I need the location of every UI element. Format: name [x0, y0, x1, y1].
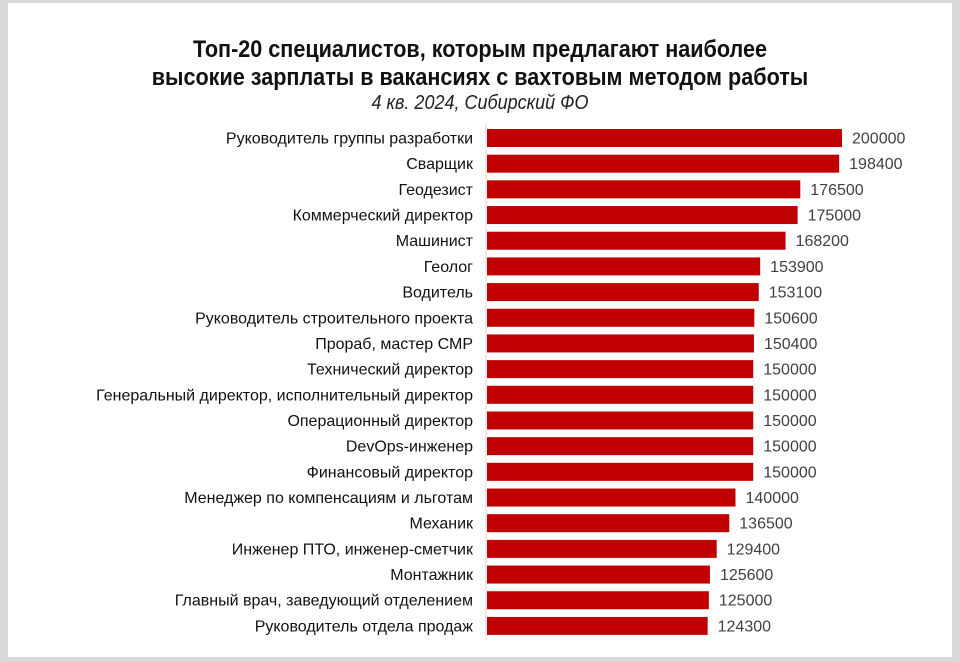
category-label: Водитель — [402, 285, 473, 302]
bar — [487, 308, 755, 327]
bar — [487, 129, 842, 147]
bar — [487, 283, 759, 302]
bar — [487, 616, 708, 635]
bar — [487, 385, 754, 404]
value-label: 150000 — [763, 464, 816, 481]
bar — [487, 437, 754, 456]
value-label: 200000 — [852, 131, 905, 148]
bar — [487, 591, 709, 610]
bar — [487, 488, 736, 507]
value-label: 176500 — [810, 182, 863, 199]
category-label: Руководитель отдела продаж — [255, 618, 474, 635]
value-label: 124300 — [718, 618, 771, 635]
value-label: 129400 — [727, 541, 780, 558]
bar — [487, 334, 754, 353]
bar — [487, 257, 761, 276]
category-label: Менеджер по компенсациям и льготам — [184, 490, 473, 507]
value-label: 150000 — [763, 362, 816, 379]
bar — [487, 514, 730, 533]
value-label: 150000 — [763, 413, 816, 430]
category-label: Финансовый директор — [307, 464, 473, 481]
category-label: Руководитель группы разработки — [226, 131, 473, 148]
value-label: 150000 — [763, 439, 816, 456]
value-label: 125600 — [720, 567, 773, 584]
value-label: 153900 — [770, 259, 823, 276]
bar — [487, 154, 840, 173]
value-label: 150600 — [764, 310, 817, 327]
category-label: Главный врач, заведующий отделением — [175, 593, 473, 610]
chart-frame — [8, 3, 952, 657]
category-label: Геолог — [424, 259, 473, 276]
value-label: 175000 — [808, 208, 861, 225]
bar — [487, 360, 754, 379]
category-label: Генеральный директор, исполнительный дир… — [96, 387, 473, 404]
category-label: Сварщик — [406, 156, 474, 173]
category-label: Машинист — [396, 233, 474, 250]
bar — [487, 180, 801, 199]
chart-title-line-1: Топ-20 специалистов, которым предлагают … — [192, 36, 768, 63]
category-label: Операционный директор — [287, 413, 473, 430]
bar — [487, 411, 754, 430]
category-label: Монтажник — [390, 567, 474, 584]
bar — [487, 206, 798, 225]
bar — [487, 565, 710, 584]
value-label: 150400 — [764, 336, 817, 353]
value-label: 153100 — [769, 285, 822, 302]
value-label: 136500 — [739, 516, 792, 533]
bar — [487, 539, 717, 558]
category-label: DevOps-инженер — [346, 439, 473, 456]
category-label: Руководитель строительного проекта — [195, 310, 473, 327]
value-label: 198400 — [849, 156, 902, 173]
category-label: Технический директор — [307, 362, 473, 379]
value-label: 150000 — [763, 387, 816, 404]
category-label: Механик — [409, 516, 474, 533]
value-label: 140000 — [746, 490, 799, 507]
bar — [487, 231, 786, 250]
category-label: Инженер ПТО, инженер-сметчик — [232, 541, 474, 558]
value-label: 168200 — [796, 233, 849, 250]
chart-title-line-2: высокие зарплаты в вакансиях с вахтовым … — [151, 64, 809, 91]
category-label: Коммерческий директор — [293, 208, 474, 225]
bar — [487, 462, 754, 481]
category-label: Геодезист — [398, 182, 473, 199]
category-label: Прораб, мастер СМР — [315, 336, 473, 353]
chart-subtitle: 4 кв. 2024, Сибирский ФО — [371, 92, 589, 114]
value-label: 125000 — [719, 593, 772, 610]
